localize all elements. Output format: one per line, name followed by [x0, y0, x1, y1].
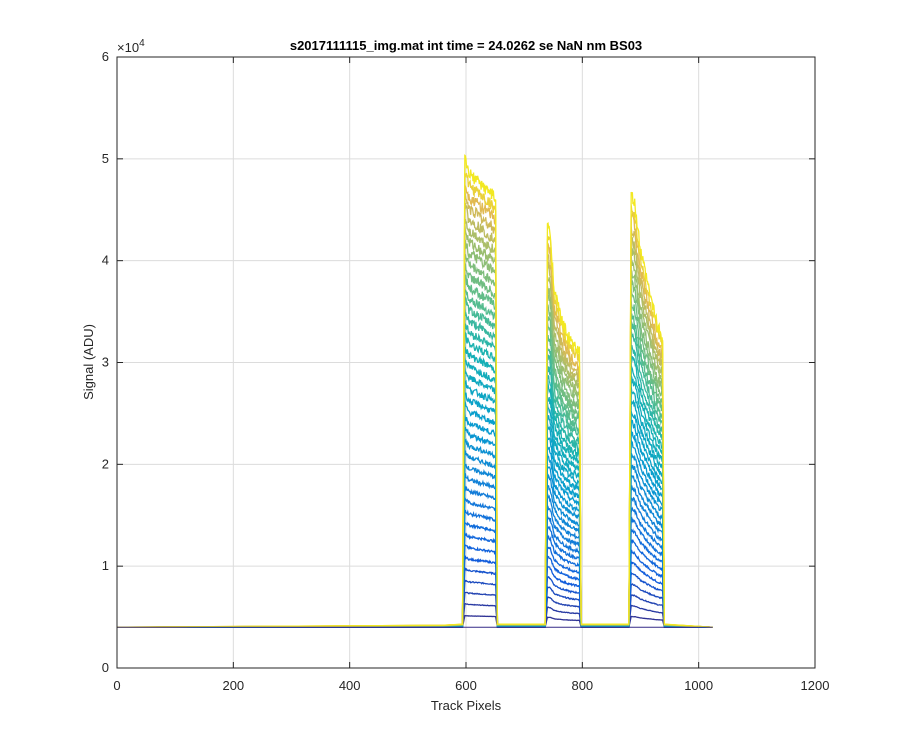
x-tick-label: 1200: [801, 678, 830, 693]
series-curve: [116, 485, 713, 628]
y-tick-label: 1: [102, 558, 109, 573]
series-curve: [116, 579, 713, 628]
series-curve: [116, 379, 713, 628]
y-axis-label: Signal (ADU): [81, 324, 96, 400]
series-curve: [116, 591, 713, 628]
x-tick-label: 600: [455, 678, 477, 693]
series-curve: [116, 172, 713, 628]
series-curves: [116, 154, 713, 628]
y-tick-label: 5: [102, 151, 109, 166]
series-curve: [116, 357, 713, 628]
ticks: 0 200 400 600 800 1000 1200 0 1 2 3 4 5 6: [102, 49, 830, 693]
series-curve: [116, 555, 713, 628]
y-tick-label: 4: [102, 253, 109, 268]
y-exponent-power: 4: [139, 38, 145, 49]
series-curve: [116, 567, 713, 628]
series-curve: [116, 225, 713, 628]
series-curve: [116, 307, 713, 628]
series-curve: [116, 273, 713, 628]
series-curve: [116, 392, 713, 628]
series-curve: [116, 614, 713, 628]
series-curve: [116, 401, 713, 628]
series-curve: [116, 295, 713, 628]
series-curve: [116, 367, 713, 628]
series-curve: [116, 438, 713, 628]
series-curve: [116, 521, 713, 628]
x-axis-label: Track Pixels: [431, 698, 502, 713]
series-curve: [116, 202, 713, 628]
series-curve: [116, 154, 713, 628]
series-curve: [116, 509, 713, 628]
x-tick-label: 0: [113, 678, 120, 693]
series-curve: [116, 323, 713, 628]
series-curve: [116, 331, 713, 628]
series-curve: [116, 544, 713, 628]
series-curve: [116, 532, 713, 628]
y-exponent-label: ×104: [117, 38, 145, 55]
series-curve: [116, 413, 713, 628]
series-curve: [116, 473, 713, 628]
x-tick-label: 800: [571, 678, 593, 693]
series-curve: [116, 450, 713, 628]
series-curve: [116, 237, 713, 628]
series-curve: [116, 603, 713, 628]
y-tick-label: 0: [102, 660, 109, 675]
series-curve: [116, 497, 713, 628]
chart-title: s2017111115_img.mat int time = 24.0262 s…: [290, 38, 642, 53]
y-tick-label: 3: [102, 355, 109, 370]
y-exponent-base: ×10: [117, 40, 139, 55]
y-tick-label: 2: [102, 456, 109, 471]
series-curve: [116, 426, 713, 628]
series-curve: [116, 288, 713, 628]
x-tick-label: 1000: [684, 678, 713, 693]
series-curve: [116, 263, 713, 628]
series-curve: [116, 219, 713, 628]
x-tick-label: 200: [222, 678, 244, 693]
series-curve: [116, 252, 713, 628]
series-curve: [116, 463, 713, 628]
series-curve: [116, 346, 713, 628]
x-tick-label: 400: [339, 678, 361, 693]
y-tick-label: 6: [102, 49, 109, 64]
